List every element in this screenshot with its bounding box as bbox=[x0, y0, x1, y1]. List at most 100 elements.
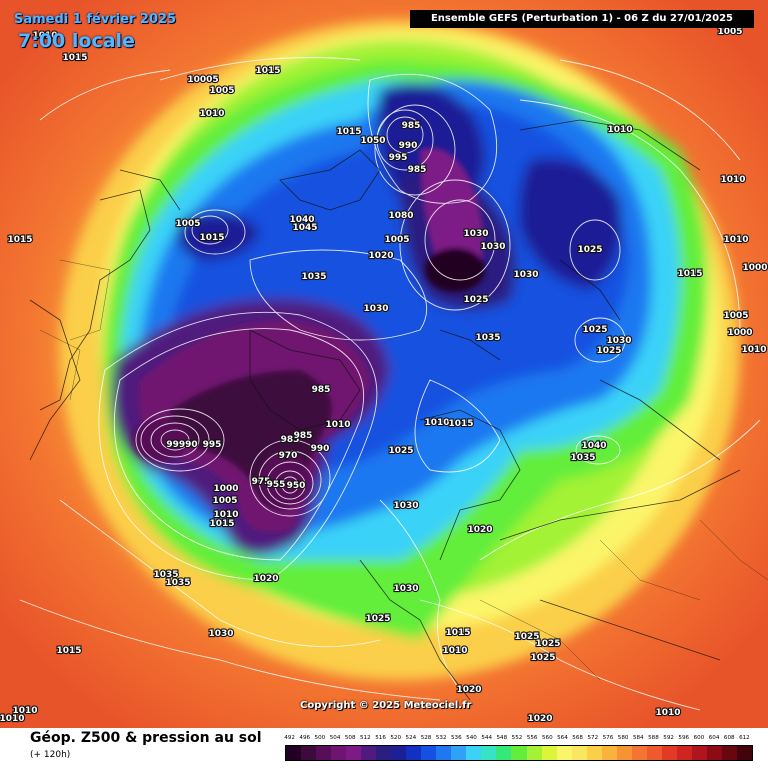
scale-value-label: 572 bbox=[587, 735, 599, 741]
scale-value-label: 504 bbox=[329, 735, 341, 741]
pressure-label: 1025 bbox=[463, 295, 488, 305]
copyright-text: Copyright © 2025 Meteociel.fr bbox=[300, 700, 472, 711]
pressure-label: 1035 bbox=[165, 578, 190, 588]
scale-swatch bbox=[631, 746, 647, 760]
scale-swatch bbox=[706, 746, 722, 760]
scale-value-label: 580 bbox=[617, 735, 629, 741]
weather-map: 1005 1015 1010 1015 10005 1005 1010 1015 1050 985… bbox=[0, 0, 768, 728]
scale-swatch bbox=[646, 746, 662, 760]
pressure-label: 1015 bbox=[336, 127, 361, 137]
scale-swatch bbox=[391, 746, 407, 760]
pressure-label: 975 bbox=[252, 477, 271, 487]
pressure-label: 1020 bbox=[456, 685, 481, 695]
pressure-label: 1030 bbox=[208, 629, 233, 639]
scale-value-label: 564 bbox=[557, 735, 568, 741]
pressure-label: 1025 bbox=[582, 325, 607, 335]
pressure-label: 1000 bbox=[742, 263, 767, 273]
pressure-label: 1035 bbox=[570, 453, 595, 463]
pressure-label: 1035 bbox=[475, 333, 500, 343]
scale-value-label: 588 bbox=[648, 735, 659, 741]
pressure-label: 1035 bbox=[301, 272, 326, 282]
pressure-label: 1015 bbox=[56, 646, 81, 656]
scale-swatch bbox=[571, 746, 587, 760]
scale-value-label: 592 bbox=[663, 735, 674, 741]
pressure-label: 1030 bbox=[480, 242, 505, 252]
pressure-label: 985 bbox=[294, 431, 313, 441]
pressure-label: 10005 bbox=[187, 75, 218, 85]
pressure-label: 1010 bbox=[723, 235, 748, 245]
scale-value-label: 548 bbox=[496, 735, 508, 741]
forecast-time: 7:00 locale bbox=[18, 30, 135, 52]
scale-swatch bbox=[526, 746, 542, 760]
scale-swatch bbox=[691, 746, 707, 760]
scale-swatch bbox=[346, 746, 362, 760]
pressure-label: 985 bbox=[312, 385, 331, 395]
legend-footer: Géop. Z500 & pression au sol (+ 120h) 49… bbox=[0, 728, 768, 768]
pressure-label: 1025 bbox=[514, 632, 539, 642]
pressure-label: 1005 bbox=[175, 219, 200, 229]
pressure-label: 1010 bbox=[325, 420, 350, 430]
scale-value-label: 532 bbox=[435, 735, 447, 741]
scale-swatch bbox=[496, 746, 512, 760]
pressure-label: 955 bbox=[267, 480, 286, 490]
pressure-label: 1015 bbox=[209, 519, 234, 529]
pressure-label: 1000 bbox=[213, 484, 238, 494]
pressure-label: 1030 bbox=[393, 584, 418, 594]
pressure-label: 985 bbox=[408, 165, 427, 175]
borders bbox=[39, 259, 768, 681]
color-scale-labels: 492 496 500 504 508 512 516 520 524 528 532 536 540 5… bbox=[282, 735, 752, 744]
scale-swatch bbox=[556, 746, 572, 760]
pressure-label: 970 bbox=[279, 451, 298, 461]
scale-value-label: 608 bbox=[723, 735, 735, 741]
isobar-lines bbox=[19, 57, 761, 711]
scale-swatch bbox=[541, 746, 557, 760]
pressure-label: 1030 bbox=[363, 304, 388, 314]
pressure-label: 1000 bbox=[727, 328, 752, 338]
pressure-label: 1015 bbox=[445, 628, 470, 638]
scale-value-label: 524 bbox=[405, 735, 417, 741]
pressure-label: 1030 bbox=[513, 270, 538, 280]
scale-swatch bbox=[511, 746, 527, 760]
scale-value-label: 540 bbox=[466, 735, 477, 741]
scale-value-label: 612 bbox=[739, 735, 750, 741]
scale-value-label: 492 bbox=[284, 735, 295, 741]
pressure-label: 1005 bbox=[723, 311, 748, 321]
scale-swatch bbox=[721, 746, 737, 760]
color-scale-bar bbox=[285, 745, 753, 761]
pressure-label: 985 bbox=[281, 435, 300, 445]
pressure-label: 1025 bbox=[388, 446, 413, 456]
pressure-label: 1020 bbox=[527, 714, 552, 724]
pressure-label: 1020 bbox=[368, 251, 393, 261]
scale-swatch bbox=[361, 746, 377, 760]
pressure-label: 1010 bbox=[199, 109, 224, 119]
scale-swatch bbox=[481, 746, 497, 760]
pressure-label: 1025 bbox=[530, 653, 555, 663]
scale-swatch bbox=[661, 746, 677, 760]
pressure-label: 1030 bbox=[606, 336, 631, 346]
pressure-label: 995 bbox=[203, 440, 222, 450]
pressure-label: 995 bbox=[389, 153, 408, 163]
coastlines bbox=[29, 119, 741, 701]
scale-swatch bbox=[466, 746, 482, 760]
scale-swatch bbox=[736, 746, 752, 760]
geopotential-map-canvas: 1005101510101015100051005101010151050985… bbox=[0, 0, 768, 728]
scale-value-label: 496 bbox=[299, 735, 311, 741]
scale-swatch bbox=[586, 746, 602, 760]
low-pressure-cores bbox=[132, 148, 485, 533]
scale-value-label: 536 bbox=[451, 735, 462, 741]
pressure-label: 1010 bbox=[607, 125, 632, 135]
pressure-label: 1010 bbox=[12, 706, 37, 716]
pressure-label: 1040 bbox=[581, 441, 606, 451]
scale-value-label: 604 bbox=[708, 735, 720, 741]
scale-value-label: 568 bbox=[572, 735, 583, 741]
scale-value-label: 528 bbox=[420, 735, 432, 741]
pressure-label: 1025 bbox=[577, 245, 602, 255]
scale-swatch bbox=[616, 746, 632, 760]
scale-value-label: 512 bbox=[360, 735, 371, 741]
scale-value-label: 508 bbox=[344, 735, 356, 741]
pressure-label: 1035 bbox=[153, 570, 178, 580]
scale-value-label: 596 bbox=[678, 735, 690, 741]
pressure-label: 950 bbox=[287, 481, 306, 491]
pressure-label: 1015 bbox=[677, 269, 702, 279]
pressure-label: 1010 bbox=[442, 646, 467, 656]
